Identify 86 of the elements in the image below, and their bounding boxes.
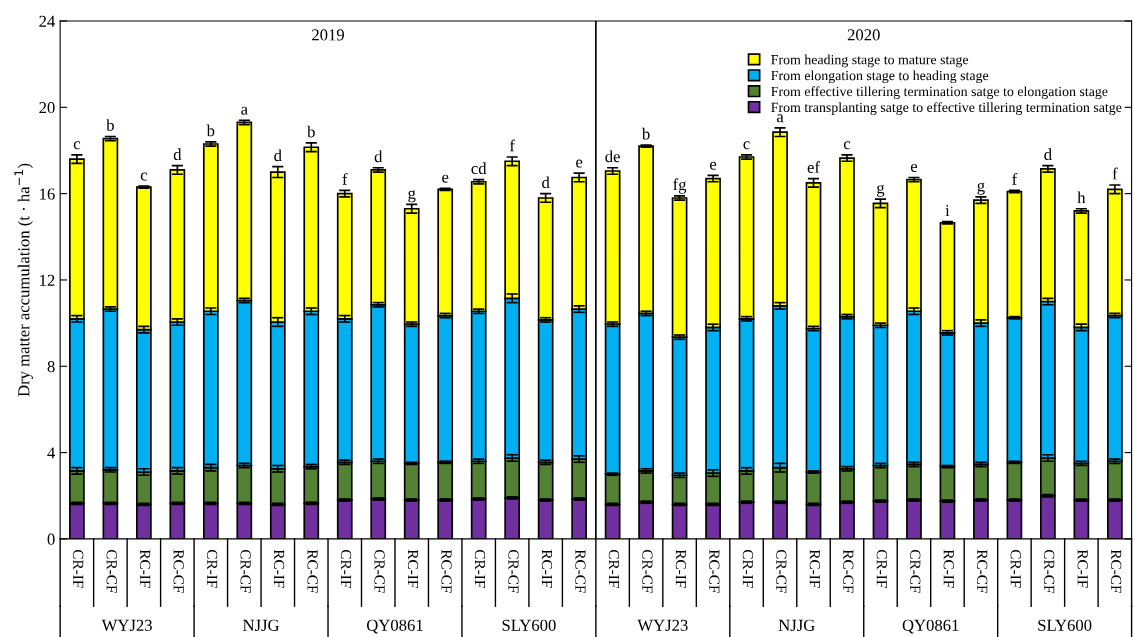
x-tick-label: CR-CF — [240, 549, 251, 593]
text: QY0861 — [366, 619, 423, 634]
x-tick-label: RC-CF — [977, 549, 988, 593]
total-label: f — [1012, 172, 1018, 185]
total-label: f — [342, 172, 348, 185]
x-tick-label: CR-CF — [776, 549, 787, 593]
x-tick-label: CR-CF — [910, 549, 921, 593]
x-tick-label: CR-IF — [1010, 549, 1021, 588]
legend-label: From effective tillering termination satge to elongation stage — [771, 86, 1108, 100]
text: SLY600 — [1038, 619, 1092, 631]
y-tick-label: 8 — [47, 360, 55, 373]
total-label: e — [442, 174, 449, 183]
total-label: d — [374, 150, 383, 163]
text: QY0861 — [902, 619, 959, 634]
total-label: c — [843, 141, 851, 150]
total-label: fg — [673, 178, 687, 194]
y-tick-label: 20 — [39, 102, 55, 114]
total-label: a — [241, 106, 248, 115]
x-tick-label: CR-IF — [207, 549, 218, 588]
total-label: e — [910, 163, 918, 172]
x-tick-label: RC-CF — [843, 549, 854, 593]
y-tick-label: 12 — [40, 274, 55, 286]
y-tick-label: 4 — [47, 447, 56, 459]
legend-label: From transplanting satge to effective tillering termination satge — [771, 102, 1122, 115]
y-tick-label: 0 — [47, 533, 55, 545]
x-tick-label: RC-IF — [541, 549, 553, 588]
total-label: d — [274, 149, 282, 162]
legend-label: From heading stage to mature stage — [771, 54, 969, 68]
x-tick-label: CR-IF — [340, 549, 352, 588]
x-tick-label: RC-IF — [809, 549, 820, 588]
total-label: cd — [471, 162, 487, 175]
text: NJJG — [778, 619, 815, 631]
text: WYJ23 — [637, 619, 688, 631]
x-tick-label: RC-IF — [273, 549, 285, 588]
x-tick-label: RC-CF — [1111, 549, 1122, 593]
total-label: d — [173, 148, 182, 161]
total-label: g — [877, 184, 885, 197]
total-label: g — [977, 182, 985, 195]
total-label: c — [140, 172, 148, 181]
x-tick-label: RC-CF — [173, 549, 184, 593]
x-tick-label: RC-CF — [575, 549, 586, 593]
total-label: de — [605, 150, 620, 163]
x-tick-label: CR-IF — [73, 549, 84, 588]
legend-label: From elongation stage to heading stage — [771, 70, 989, 84]
x-tick-label: CR-CF — [1044, 549, 1055, 593]
total-label: c — [743, 141, 750, 150]
x-tick-label: RC-IF — [407, 549, 419, 588]
x-tick-label: RC-CF — [441, 549, 452, 593]
total-label: b — [206, 124, 215, 137]
x-tick-label: CR-IF — [876, 549, 887, 588]
text: NJJG — [243, 619, 280, 631]
total-label: g — [408, 190, 416, 203]
x-tick-label: RC-IF — [1077, 549, 1088, 588]
total-label: f — [509, 139, 515, 152]
total-label: ef — [807, 161, 820, 173]
total-label: i — [945, 204, 950, 216]
total-label: f — [1112, 167, 1118, 180]
x-tick-label: RC-IF — [140, 549, 151, 588]
total-label: a — [776, 114, 784, 123]
x-tick-label: CR-IF — [742, 549, 753, 588]
total-label: h — [1077, 191, 1086, 204]
x-tick-label: CR-CF — [642, 549, 653, 593]
y-tick-label: 16 — [40, 188, 55, 200]
text: SLY600 — [502, 619, 556, 631]
total-label: e — [576, 159, 583, 168]
total-label: d — [1044, 148, 1052, 161]
x-tick-label: RC-CF — [307, 549, 318, 593]
x-tick-label: CR-IF — [474, 549, 486, 588]
annotation: 2019 — [312, 29, 344, 41]
x-tick-label: CR-IF — [608, 549, 620, 588]
total-label: b — [106, 119, 114, 131]
total-label: c — [73, 141, 81, 150]
y-axis-title: Dry matter accumulation (t · ha$^{−1}$) — [14, 163, 33, 397]
x-tick-label: CR-CF — [106, 549, 117, 593]
total-label: e — [710, 161, 717, 170]
x-tick-label: CR-CF — [374, 549, 385, 593]
x-tick-label: RC-CF — [709, 549, 720, 593]
y-tick-label: 24 — [39, 15, 56, 27]
total-label: b — [641, 127, 650, 140]
x-tick-label: CR-CF — [508, 549, 519, 593]
x-tick-label: RC-IF — [943, 549, 954, 588]
total-label: d — [542, 176, 550, 189]
total-label: b — [307, 125, 315, 138]
text: WYJ23 — [101, 619, 152, 631]
x-tick-label: RC-IF — [675, 549, 687, 588]
annotation: 2020 — [847, 29, 880, 41]
